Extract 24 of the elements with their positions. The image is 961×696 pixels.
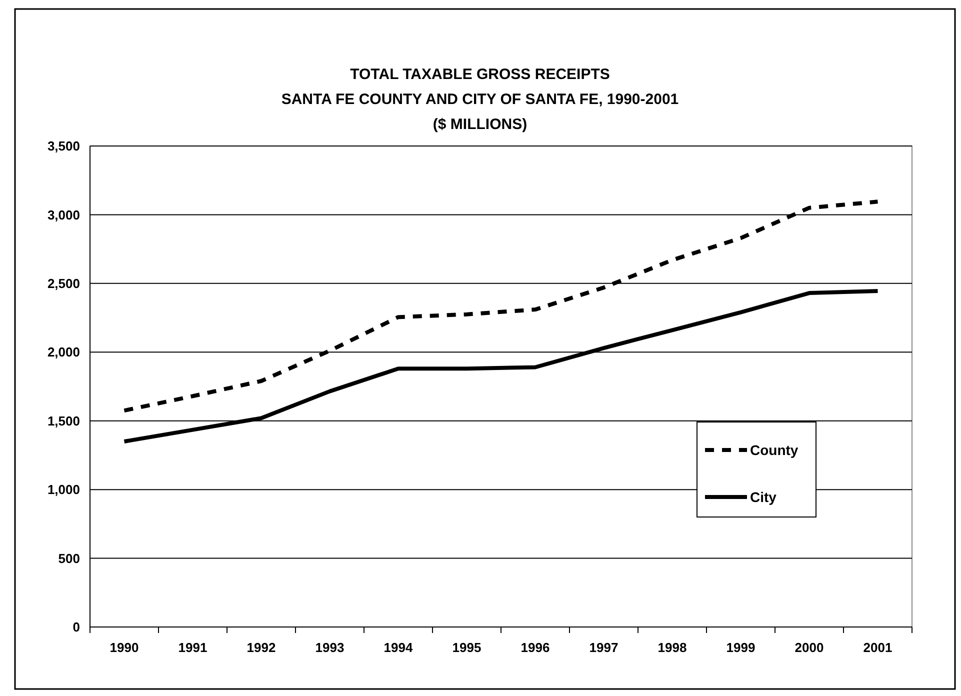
y-tick-label: 500 <box>58 550 80 566</box>
y-tick-label: 1,500 <box>47 413 80 428</box>
y-tick-label: 3,000 <box>47 207 80 222</box>
y-tick-label: 2,500 <box>47 276 80 291</box>
x-tick-label: 1999 <box>726 640 756 655</box>
x-tick-label: 1998 <box>658 640 687 655</box>
x-tick-label: 1994 <box>384 640 414 655</box>
x-tick-label: 1995 <box>452 640 482 655</box>
x-tick-label: 1992 <box>246 640 276 655</box>
y-tick-label: 1,000 <box>47 482 80 498</box>
x-tick-label: 2000 <box>794 640 824 655</box>
y-tick-label: 3,500 <box>47 138 80 154</box>
x-tick-label: 1991 <box>178 640 208 655</box>
x-tick-label: 1997 <box>589 640 618 655</box>
legend-label: County <box>750 442 798 458</box>
chart-subtitle: SANTA FE COUNTY AND CITY OF SANTA FE, 1990-2001 ($ MILLIONS) <box>281 91 679 133</box>
y-tick-label: 2,000 <box>47 344 80 360</box>
x-tick-label: 1993 <box>315 640 344 655</box>
legend-label: City <box>750 488 777 505</box>
x-tick-label: 2001 <box>863 640 892 655</box>
x-tick-label: 1996 <box>520 640 550 655</box>
x-tick-label: 1990 <box>110 640 139 655</box>
chart-title: TOTAL TAXABLE GROSS RECEIPTS <box>350 66 610 83</box>
y-tick-label: 0 <box>72 620 80 635</box>
